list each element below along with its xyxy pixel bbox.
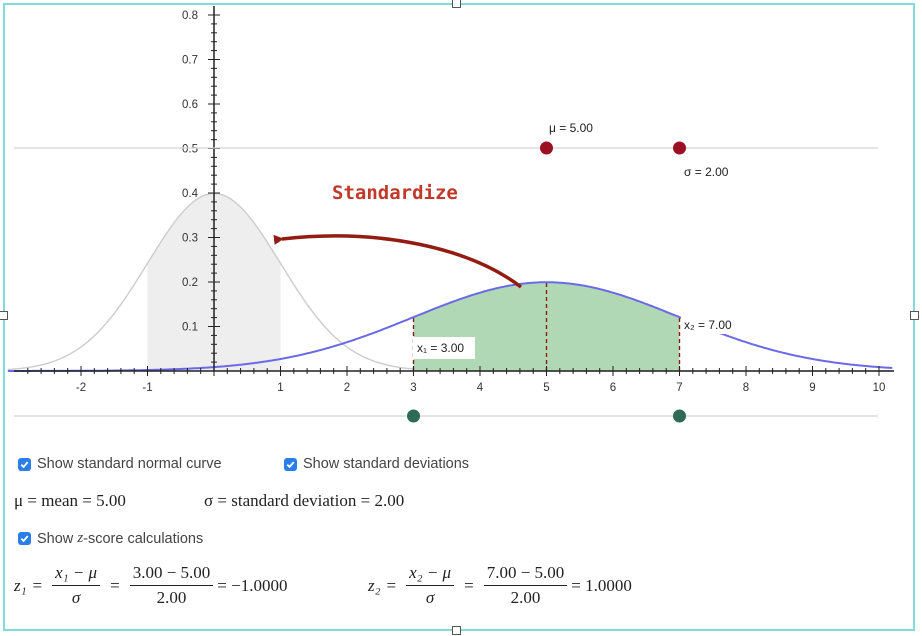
show-z-calcs-toggle[interactable]: Show z -score calculations (18, 530, 203, 547)
x2-point[interactable] (673, 409, 686, 423)
resize-handle-bottom[interactable] (452, 626, 461, 635)
z1-result: = −1.0000 (217, 575, 288, 595)
x-axis-ticks: -2 -1 1 2 3 4 5 6 7 8 9 10 (27, 366, 886, 394)
y-tick-label: 0.8 (182, 10, 198, 22)
y-tick-label: 0.1 (182, 322, 198, 334)
sigma-label: σ = 2.00 (684, 165, 729, 179)
z1-value-denominator: 2.00 (156, 588, 187, 607)
x-tick-label: 10 (873, 382, 886, 394)
resize-handle-top[interactable] (452, 0, 461, 8)
x-tick-label: 3 (410, 382, 416, 394)
x-tick-label: 5 (543, 382, 549, 394)
show-std-devs-toggle[interactable]: Show standard deviations (284, 456, 469, 472)
mean-statement: μ = mean = 5.00 (14, 491, 126, 510)
y-tick-label: 0.4 (182, 188, 199, 200)
normal-distribution-graph[interactable]: -2 -1 1 2 3 4 5 6 7 8 9 10 0.8 0.7 0.6 0.5 0.4 0.3 0.2 0.1… (0, 0, 922, 440)
x-tick-label: 1 (277, 382, 283, 394)
mean-point[interactable] (540, 141, 553, 155)
x-tick-label: 7 (676, 382, 682, 394)
x-tick-label: 9 (809, 382, 815, 394)
y-axis-ticks: 0.8 0.7 0.6 0.5 0.4 0.3 0.2 0.1 (182, 10, 220, 363)
show-std-devs-label: Show standard deviations (303, 456, 470, 472)
show-standard-normal-label: Show standard normal curve (37, 456, 222, 472)
x2-label-box (681, 314, 741, 334)
x-tick-label: -2 (76, 382, 86, 394)
x2-label: x₂ = 7.00 (684, 318, 732, 332)
show-standard-normal-toggle[interactable]: Show standard normal curve (18, 456, 222, 472)
y-tick-label: 0.3 (182, 233, 198, 245)
checkbox-checked-icon[interactable] (18, 532, 31, 545)
z1-formula-denominator: σ (71, 588, 81, 607)
x-tick-label: 8 (743, 382, 749, 394)
resize-handle-right[interactable] (910, 311, 919, 320)
z2-value-denominator: 2.00 (510, 588, 541, 607)
x-tick-label: 4 (477, 382, 484, 394)
z2-formula-numerator: x₂ − μ (406, 563, 455, 586)
x1-label-box (413, 337, 475, 359)
y-tick-label: 0.5 (182, 144, 198, 156)
x1-point[interactable] (407, 409, 420, 423)
mu-label: μ = 5.00 (549, 121, 593, 135)
y-tick-label: 0.7 (182, 55, 198, 67)
show-z-calcs-label-prefix: Show (37, 530, 78, 547)
sd-statement: σ = standard deviation = 2.00 (204, 491, 405, 510)
z1-value-numerator: 3.00 − 5.00 (129, 563, 214, 586)
standardize-label: Standardize (332, 182, 458, 204)
x-tick-label: 2 (344, 382, 350, 394)
y-tick-label: 0.2 (182, 277, 198, 289)
checkbox-checked-icon[interactable] (284, 457, 297, 471)
show-z-calcs-label-suffix: -score calculations (83, 530, 204, 547)
normal-curve (7, 281, 893, 372)
x-tick-label: 6 (610, 382, 616, 394)
sigma-point[interactable] (673, 141, 686, 155)
x1-label: x₁ = 3.00 (417, 341, 464, 355)
z1-formula-numerator: x₁ − μ (52, 563, 101, 586)
resize-handle-left[interactable] (0, 311, 8, 320)
checkbox-checked-icon[interactable] (18, 457, 31, 471)
y-tick-label: 0.6 (182, 99, 198, 111)
z2-result: = 1.0000 (571, 575, 632, 595)
z2-lhs: z₂ (368, 575, 381, 595)
x-tick-label: -1 (142, 382, 152, 394)
standardize-arrow (273, 234, 523, 289)
z2-value-numerator: 7.00 − 5.00 (483, 563, 568, 586)
z1-lhs: z₁ (14, 575, 27, 595)
z2-formula-denominator: σ (425, 588, 435, 607)
show-z-calcs-label-var: z (77, 530, 84, 546)
